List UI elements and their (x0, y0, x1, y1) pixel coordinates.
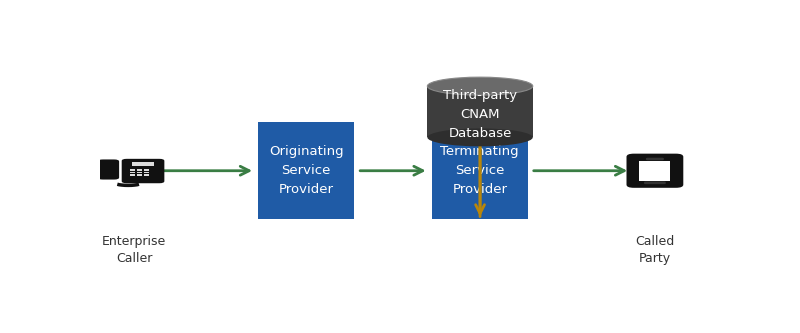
FancyBboxPatch shape (626, 154, 683, 188)
FancyBboxPatch shape (132, 162, 154, 166)
FancyBboxPatch shape (137, 169, 142, 171)
FancyBboxPatch shape (137, 174, 142, 176)
FancyBboxPatch shape (130, 174, 135, 176)
Text: Terminating
Service
Provider: Terminating Service Provider (441, 145, 519, 196)
Text: Third-party
CNAM
Database: Third-party CNAM Database (443, 89, 517, 140)
FancyBboxPatch shape (130, 172, 135, 173)
FancyBboxPatch shape (122, 159, 164, 183)
Ellipse shape (427, 77, 533, 95)
FancyBboxPatch shape (144, 172, 149, 173)
FancyBboxPatch shape (432, 122, 528, 219)
FancyBboxPatch shape (144, 174, 149, 176)
Text: Enterprise
Caller: Enterprise Caller (102, 235, 166, 265)
FancyBboxPatch shape (144, 169, 149, 171)
Bar (427, 86, 533, 138)
FancyBboxPatch shape (644, 181, 666, 184)
FancyBboxPatch shape (137, 172, 142, 173)
FancyBboxPatch shape (98, 160, 119, 179)
FancyBboxPatch shape (639, 161, 670, 181)
Ellipse shape (427, 129, 533, 147)
FancyBboxPatch shape (130, 169, 135, 171)
Text: Originating
Service
Provider: Originating Service Provider (269, 145, 343, 196)
Text: Called
Party: Called Party (635, 235, 674, 265)
FancyBboxPatch shape (646, 158, 664, 160)
FancyBboxPatch shape (258, 122, 354, 219)
